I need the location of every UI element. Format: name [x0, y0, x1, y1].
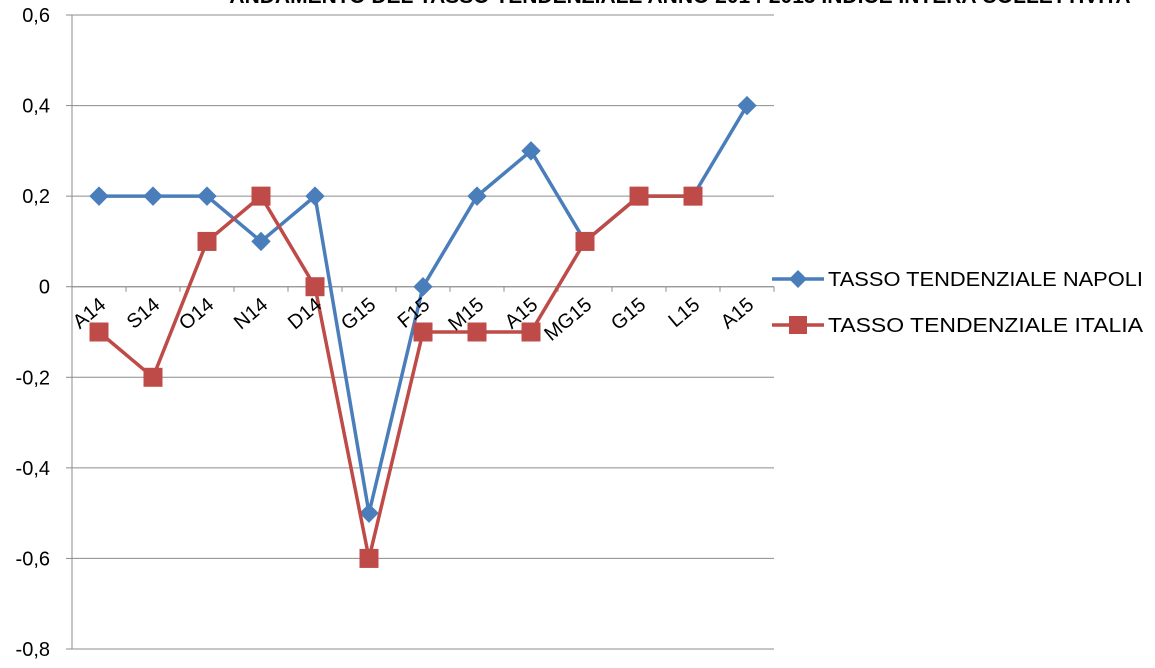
data-point	[575, 231, 595, 251]
data-point	[305, 186, 325, 206]
chart-title: ANDAMENTO DEL TASSO TENDENZIALE ANNO 201…	[229, 0, 1130, 8]
y-tick-label: 0	[39, 277, 50, 299]
y-tick-label: -0,6	[16, 548, 50, 570]
data-point	[89, 322, 109, 342]
y-tick-label: 0,2	[22, 186, 50, 208]
data-point	[359, 548, 379, 568]
data-point	[467, 322, 487, 342]
data-point	[359, 503, 379, 523]
y-tick-label: 0,6	[22, 5, 50, 27]
legend-entry: TASSO TENDENZIALE NAPOLI	[772, 269, 1143, 291]
y-tick-label: 0,4	[22, 96, 50, 118]
legend-marker	[789, 270, 807, 288]
data-point	[251, 186, 271, 206]
data-point	[89, 186, 109, 206]
data-point	[521, 141, 541, 161]
y-tick-labels: 0,6 0,4 0,2 0 -0,2 -0,4 -0,6 -0,8	[16, 5, 50, 661]
data-point	[143, 367, 163, 387]
y-tick-label: -0,4	[16, 458, 50, 480]
data-point	[737, 95, 757, 116]
series-italia	[89, 186, 703, 568]
data-point	[467, 186, 487, 206]
y-tick-label: -0,2	[16, 367, 50, 389]
legend-entry: TASSO TENDENZIALE ITALIA	[772, 315, 1144, 337]
y-tick-label: -0,8	[16, 639, 50, 661]
data-point	[629, 186, 649, 206]
data-point	[683, 186, 703, 206]
data-point	[413, 322, 433, 342]
legend-marker	[789, 316, 807, 334]
legend-label: TASSO TENDENZIALE ITALIA	[828, 315, 1144, 337]
data-point	[197, 186, 217, 206]
data-point	[305, 277, 325, 297]
data-point	[413, 277, 433, 297]
data-point	[521, 322, 541, 342]
data-point	[143, 186, 163, 206]
series-lines	[89, 95, 757, 568]
data-point	[197, 231, 217, 251]
legend: TASSO TENDENZIALE NAPOLI TASSO TENDENZIAL…	[772, 269, 1144, 337]
legend-label: TASSO TENDENZIALE NAPOLI	[828, 269, 1143, 291]
data-point	[251, 231, 271, 252]
